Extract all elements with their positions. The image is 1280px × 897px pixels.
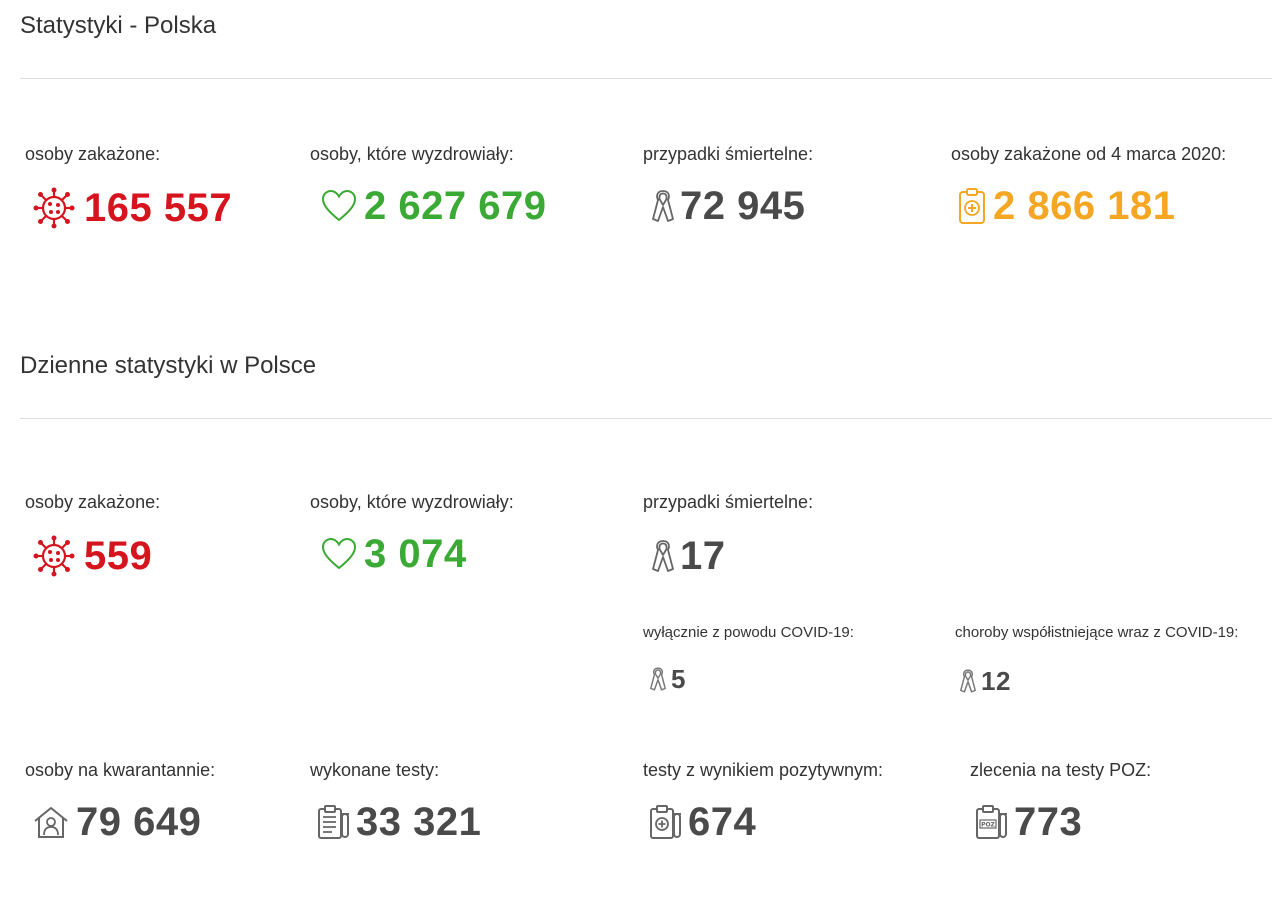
daily-deaths-label: przypadki śmiertelne:	[643, 492, 814, 512]
tests-value: 33 321	[356, 800, 482, 844]
deaths-value: 72 945	[680, 184, 806, 228]
deaths-covid-only-value: 5	[671, 664, 686, 694]
deaths-covid-only-label: wyłącznie z powodu COVID-19:	[643, 624, 854, 641]
clipboard-plus-test-tube-icon	[648, 803, 684, 841]
positive-tests-stat: 674	[648, 802, 756, 842]
daily-infected-value: 559	[84, 534, 153, 578]
ribbon-icon	[650, 538, 676, 574]
clipboard-cross-icon	[957, 186, 987, 226]
house-person-icon	[32, 804, 70, 840]
ribbon-icon	[650, 188, 676, 224]
heart-icon	[320, 188, 358, 224]
heart-icon	[320, 536, 358, 572]
clipboard-test-tube-icon	[316, 803, 352, 841]
daily-infected-label: osoby zakażone:	[25, 492, 161, 512]
daily-recovered-label: osoby, które wyzdrowiały:	[310, 492, 514, 512]
poz-orders-stat: POZ 773	[974, 802, 1082, 842]
deaths-comorbid-label: choroby współistniejące wraz z COVID-19:	[955, 624, 1239, 641]
daily-recovered-value: 3 074	[364, 532, 467, 576]
ribbon-icon	[648, 666, 668, 692]
deaths-covid-only-stat: 5	[648, 666, 686, 692]
poz-orders-value: 773	[1014, 800, 1083, 844]
tests-label: wykonane testy:	[310, 760, 440, 780]
quarantine-label: osoby na kwarantannie:	[25, 760, 216, 780]
ribbon-icon	[958, 668, 978, 694]
quarantine-value: 79 649	[76, 800, 202, 844]
deaths-comorbid-value: 12	[981, 666, 1011, 696]
section-title-daily: Dzienne statystyki w Polsce	[20, 352, 317, 379]
virus-icon	[32, 534, 76, 578]
positive-tests-value: 674	[688, 800, 757, 844]
poz-orders-label: zlecenia na testy POZ:	[970, 760, 1152, 780]
total-infected-value: 2 866 181	[993, 184, 1176, 228]
deaths-label: przypadki śmiertelne:	[643, 144, 814, 164]
section-divider	[20, 418, 1272, 419]
tests-stat: 33 321	[316, 802, 481, 842]
total-infected-label: osoby zakażone od 4 marca 2020:	[951, 144, 1227, 164]
infected-value: 165 557	[84, 186, 233, 230]
daily-recovered-stat: 3 074	[320, 534, 467, 574]
clipboard-poz-icon: POZ	[974, 803, 1010, 841]
quarantine-stat: 79 649	[32, 802, 201, 842]
recovered-stat: 2 627 679	[320, 186, 546, 226]
svg-text:POZ: POZ	[981, 822, 995, 829]
deaths-comorbid-stat: 12	[958, 668, 1011, 694]
daily-deaths-stat: 17	[650, 536, 726, 576]
total-infected-stat: 2 866 181	[957, 186, 1175, 226]
section-divider	[20, 78, 1272, 79]
recovered-label: osoby, które wyzdrowiały:	[310, 144, 514, 164]
daily-infected-stat: 559	[32, 534, 152, 578]
infected-label: osoby zakażone:	[25, 144, 161, 164]
infected-stat: 165 557	[32, 186, 232, 230]
daily-deaths-value: 17	[680, 534, 726, 578]
positive-tests-label: testy z wynikiem pozytywnym:	[643, 760, 884, 780]
virus-icon	[32, 186, 76, 230]
deaths-stat: 72 945	[650, 186, 805, 226]
section-title-poland: Statystyki - Polska	[20, 12, 217, 39]
recovered-value: 2 627 679	[364, 184, 547, 228]
